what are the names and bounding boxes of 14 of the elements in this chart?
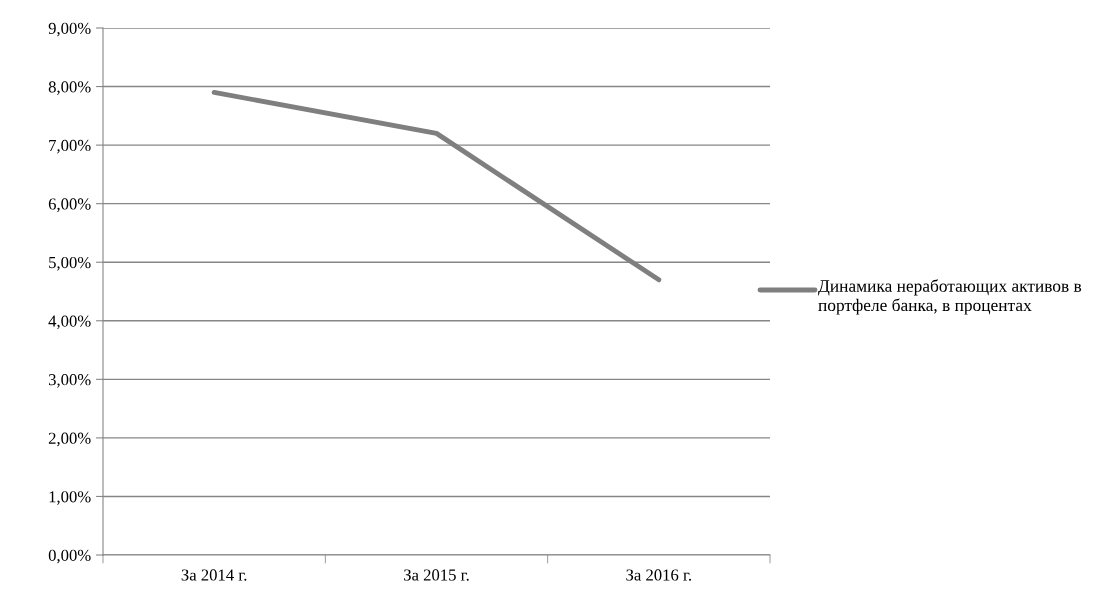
y-tick-label: 2,00%: [48, 432, 91, 447]
y-tick-label: 9,00%: [48, 22, 91, 37]
y-tick-label: 1,00%: [49, 491, 91, 505]
y-tick-label: 8,00%: [48, 81, 91, 95]
x-tick-label: За 2016 г.: [626, 569, 691, 581]
y-tick-label: 5,00%: [49, 256, 91, 271]
y-tick-label: 0,00%: [48, 549, 91, 564]
y-tick-label: 3,00%: [48, 374, 91, 388]
x-tick-label: За 2015 г.: [404, 569, 469, 581]
y-tick-label: 6,00%: [48, 198, 91, 213]
legend-label: Динамика неработающих активов в портфеле банка, в процентах: [818, 279, 1082, 315]
x-tick-label: За 2014 г.: [181, 569, 247, 581]
y-tick-label: 4,00%: [48, 315, 91, 330]
y-tick-label: 7,00%: [49, 139, 91, 154]
